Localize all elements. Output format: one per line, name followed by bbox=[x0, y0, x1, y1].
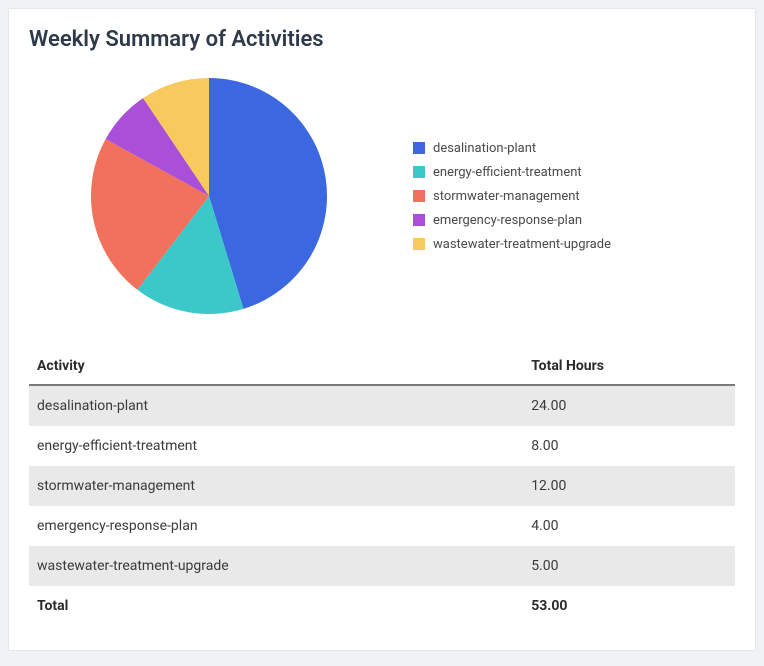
legend-label: desalination-plant bbox=[433, 141, 536, 156]
activity-cell: emergency-response-plan bbox=[29, 506, 523, 546]
summary-card: Weekly Summary of Activities desalinatio… bbox=[8, 8, 756, 651]
legend-swatch bbox=[413, 142, 425, 154]
hours-cell: 12.00 bbox=[523, 466, 735, 506]
table-row: desalination-plant24.00 bbox=[29, 385, 735, 426]
legend-swatch bbox=[413, 166, 425, 178]
hours-cell: 4.00 bbox=[523, 506, 735, 546]
total-value: 53.00 bbox=[523, 586, 735, 626]
legend-item: emergency-response-plan bbox=[413, 213, 735, 228]
total-label: Total bbox=[29, 586, 523, 626]
table-row: emergency-response-plan4.00 bbox=[29, 506, 735, 546]
activity-cell: desalination-plant bbox=[29, 385, 523, 426]
legend-item: energy-efficient-treatment bbox=[413, 165, 735, 180]
legend-swatch bbox=[413, 214, 425, 226]
card-title: Weekly Summary of Activities bbox=[29, 27, 735, 52]
table-row: energy-efficient-treatment8.00 bbox=[29, 426, 735, 466]
col-hours-header: Total Hours bbox=[523, 348, 735, 385]
legend-label: energy-efficient-treatment bbox=[433, 165, 582, 180]
table-body: desalination-plant24.00energy-efficient-… bbox=[29, 385, 735, 586]
table-total-row: Total 53.00 bbox=[29, 586, 735, 626]
activity-cell: energy-efficient-treatment bbox=[29, 426, 523, 466]
hours-cell: 24.00 bbox=[523, 385, 735, 426]
pie-chart bbox=[89, 76, 329, 316]
activity-cell: wastewater-treatment-upgrade bbox=[29, 546, 523, 586]
legend-item: desalination-plant bbox=[413, 141, 735, 156]
activity-table: Activity Total Hours desalination-plant2… bbox=[29, 348, 735, 626]
pie-chart-container bbox=[29, 76, 389, 316]
table-row: stormwater-management12.00 bbox=[29, 466, 735, 506]
legend-swatch bbox=[413, 190, 425, 202]
col-activity-header: Activity bbox=[29, 348, 523, 385]
legend-label: stormwater-management bbox=[433, 189, 580, 204]
legend-item: stormwater-management bbox=[413, 189, 735, 204]
legend-swatch bbox=[413, 238, 425, 250]
table-row: wastewater-treatment-upgrade5.00 bbox=[29, 546, 735, 586]
table-header-row: Activity Total Hours bbox=[29, 348, 735, 385]
hours-cell: 8.00 bbox=[523, 426, 735, 466]
legend-label: emergency-response-plan bbox=[433, 213, 582, 228]
legend-label: wastewater-treatment-upgrade bbox=[433, 237, 611, 252]
chart-row: desalination-plant energy-efficient-treat… bbox=[29, 76, 735, 316]
hours-cell: 5.00 bbox=[523, 546, 735, 586]
legend-item: wastewater-treatment-upgrade bbox=[413, 237, 735, 252]
legend: desalination-plant energy-efficient-treat… bbox=[389, 132, 735, 261]
activity-cell: stormwater-management bbox=[29, 466, 523, 506]
